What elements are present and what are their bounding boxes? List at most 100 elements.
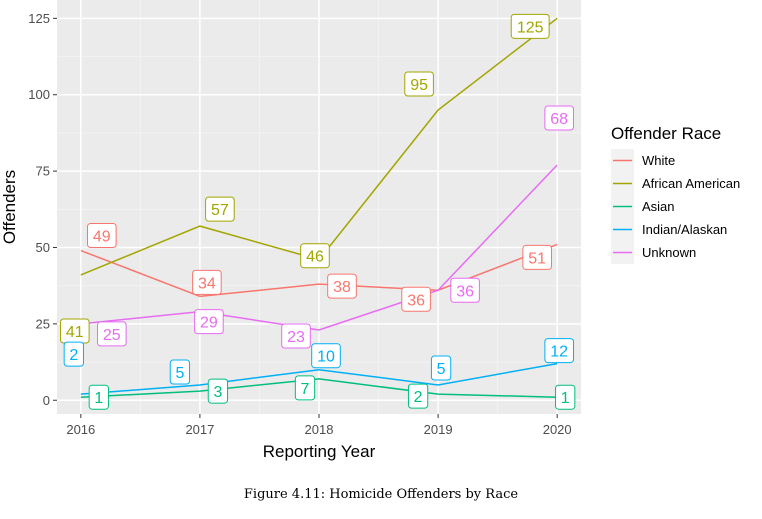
- data-label-text: 68: [550, 111, 568, 128]
- legend-label: Asian: [642, 199, 675, 214]
- data-label-text: 5: [437, 361, 446, 378]
- x-axis-title: Reporting Year: [263, 442, 376, 461]
- data-label-box: [430, 355, 452, 381]
- y-axis: 0 25 50 75 100 125: [28, 11, 57, 408]
- legend-title: Offender Race: [611, 124, 721, 143]
- data-label-text: 51: [528, 250, 546, 267]
- y-tick-label: 75: [36, 164, 50, 179]
- data-label: 29: [194, 309, 224, 335]
- data-label: 49: [87, 223, 117, 249]
- data-label: 68: [544, 105, 574, 131]
- data-label-box: [311, 343, 341, 369]
- x-tick-label: 2017: [185, 422, 214, 437]
- y-tick-label: 25: [36, 316, 50, 331]
- data-label-box: [192, 269, 222, 295]
- x-tick-label: 2020: [543, 422, 572, 437]
- data-label-box: [327, 273, 357, 299]
- data-label-text: 57: [211, 202, 229, 219]
- legend-label: White: [642, 153, 675, 168]
- series-line: [80, 378, 558, 398]
- data-label-text: 1: [94, 390, 103, 407]
- data-label-box: [88, 384, 109, 410]
- data-label-text: 29: [200, 315, 218, 332]
- data-label-box: [281, 323, 311, 349]
- data-label: 25: [97, 321, 127, 347]
- data-label-box: [194, 309, 224, 335]
- y-tick-label: 125: [28, 11, 50, 26]
- y-tick-label: 50: [36, 240, 50, 255]
- x-axis: 2016 2017 2018 2019 2020: [66, 414, 572, 437]
- data-label-box: [97, 321, 127, 347]
- data-label-text: 7: [301, 381, 310, 398]
- data-label-box: [522, 244, 552, 270]
- data-label-text: 125: [517, 19, 544, 36]
- x-tick-label: 2019: [424, 422, 453, 437]
- data-label-box: [300, 243, 330, 269]
- data-label-box: [404, 71, 434, 97]
- data-label-box: [555, 384, 576, 410]
- data-label: 95: [404, 71, 434, 97]
- figure-caption: Figure 4.11: Homicide Offenders by Race: [243, 487, 519, 502]
- data-label: 36: [450, 277, 480, 303]
- series-line: [80, 243, 558, 298]
- data-label: 3: [207, 378, 229, 404]
- data-label-box: [401, 286, 431, 312]
- data-label-box: [450, 277, 480, 303]
- data-label: 51: [522, 244, 552, 270]
- data-label-text: 3: [213, 384, 222, 401]
- data-label-box: [510, 13, 550, 39]
- data-label-text: 36: [456, 283, 474, 300]
- data-label: 23: [281, 323, 311, 349]
- data-label-text: 38: [333, 279, 351, 296]
- data-label-box: [407, 383, 429, 409]
- data-label-text: 46: [306, 249, 324, 266]
- data-label: 1: [88, 384, 109, 410]
- data-label: 5: [430, 355, 452, 381]
- data-label-box: [169, 359, 191, 385]
- x-tick-label: 2018: [305, 422, 334, 437]
- data-label: 7: [294, 375, 316, 401]
- data-label: 41: [60, 318, 90, 344]
- legend-label: Indian/Alaskan: [642, 222, 727, 237]
- data-label-box: [63, 341, 84, 367]
- data-label: 2: [63, 341, 84, 367]
- series-line: [80, 164, 558, 331]
- data-label: 34: [192, 269, 222, 295]
- y-tick-label: 0: [43, 393, 50, 408]
- data-label-box: [87, 223, 117, 249]
- data-label-box: [207, 378, 229, 404]
- data-label: 38: [327, 273, 357, 299]
- y-axis-title: Offenders: [0, 170, 19, 244]
- data-label-box: [544, 338, 574, 364]
- data-label-text: 34: [198, 275, 216, 292]
- data-label: 12: [544, 338, 574, 364]
- data-label-text: 10: [317, 349, 335, 366]
- data-label: 2: [407, 383, 429, 409]
- data-label-text: 49: [93, 229, 111, 246]
- data-label-text: 5: [175, 365, 184, 382]
- x-tick-label: 2016: [66, 422, 95, 437]
- data-label-text: 25: [103, 327, 121, 344]
- data-label-box: [544, 105, 574, 131]
- data-label: 1: [555, 384, 576, 410]
- data-label-box: [294, 375, 316, 401]
- data-label-text: 41: [66, 324, 84, 341]
- data-label: 125: [510, 13, 550, 39]
- data-label-text: 2: [69, 347, 78, 364]
- data-label-text: 2: [414, 389, 423, 406]
- data-label: 57: [205, 196, 235, 222]
- data-label-text: 36: [407, 292, 425, 309]
- series-line: [80, 362, 558, 395]
- data-label-text: 1: [561, 390, 570, 407]
- legend-label: Unknown: [642, 245, 696, 260]
- legend-label: African American: [642, 176, 740, 191]
- data-label: 5: [169, 359, 191, 385]
- data-label-text: 23: [287, 329, 305, 346]
- y-tick-label: 100: [28, 87, 50, 102]
- data-label: 10: [311, 343, 341, 369]
- data-label: 36: [401, 286, 431, 312]
- data-label: 46: [300, 243, 330, 269]
- data-label-text: 12: [550, 344, 568, 361]
